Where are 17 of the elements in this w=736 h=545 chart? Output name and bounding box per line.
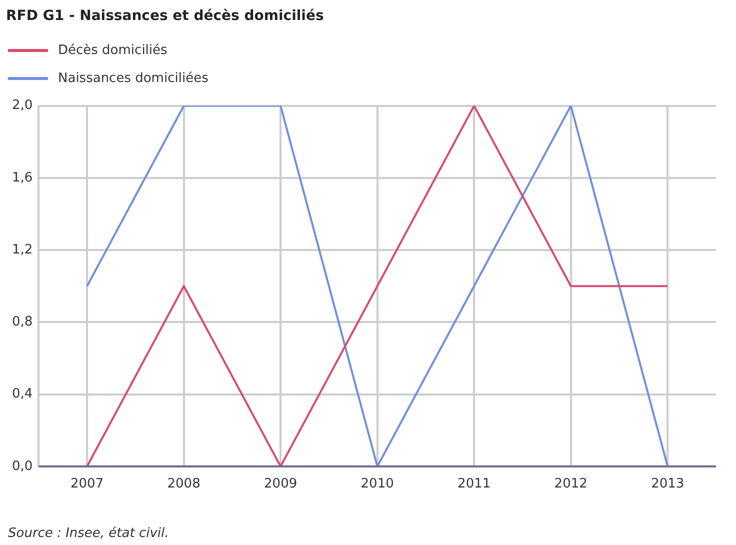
y-tick-label: 2,0 <box>12 98 33 114</box>
y-tick-label: 0,0 <box>12 458 33 474</box>
y-tick-label: 0,8 <box>12 314 33 330</box>
chart-title: RFD G1 - Naissances et décès domiciliés <box>6 8 324 24</box>
x-tick-label: 2011 <box>458 476 491 492</box>
x-tick-label: 2007 <box>70 476 104 492</box>
y-tick-label: 1,6 <box>12 170 33 186</box>
y-tick-label: 0,4 <box>12 386 33 402</box>
legend-label: Naissances domiciliées <box>58 70 208 86</box>
x-tick-label: 2010 <box>360 476 394 492</box>
legend-label: Décès domiciliés <box>58 42 168 58</box>
x-tick-label: 2012 <box>554 476 588 492</box>
y-tick-label: 1,2 <box>12 242 33 258</box>
x-tick-label: 2013 <box>651 476 684 492</box>
x-tick-label: 2009 <box>264 476 298 492</box>
x-tick-label: 2008 <box>167 476 200 492</box>
source-note: Source : Insee, état civil. <box>8 526 169 541</box>
